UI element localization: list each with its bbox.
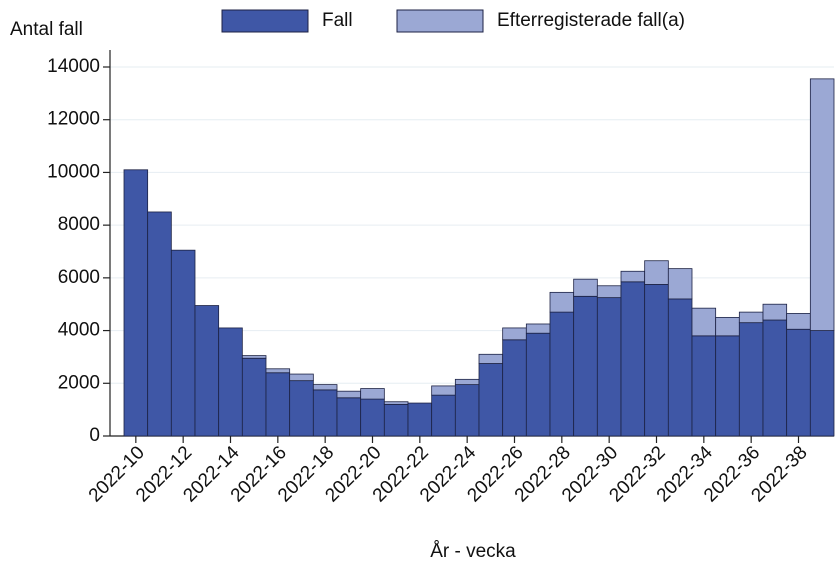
bar-segment [809,330,835,437]
bar-segment [265,372,291,437]
bar-segment [147,211,172,437]
bar-segment [454,384,480,437]
bar-segment [525,332,551,437]
bar-segment [360,388,385,400]
bar-segment [573,295,598,437]
x-axis-title: År - vecka [430,541,516,562]
bar-segment [312,389,338,437]
bar-segment [738,322,764,437]
bar-segment [289,380,314,437]
bar-segment [336,397,362,437]
bar-segment [786,328,811,437]
bar-segment [667,268,693,300]
bar-segment [620,281,646,437]
bar-segment [478,363,504,437]
y-tick-label: 4000 [58,320,100,341]
bar-segment [502,327,527,341]
bar-segment [431,385,456,396]
bar-segment [596,285,622,299]
bar-segment [194,305,220,437]
bar-segment [241,357,267,437]
y-tick-label: 12000 [47,109,100,130]
bar-segment [762,303,788,321]
bar-segment [573,278,598,297]
legend-swatch [221,9,309,33]
y-tick-label: 10000 [47,161,100,182]
y-tick-label: 2000 [58,372,100,393]
bar-segment [715,335,740,437]
bar-segment [265,368,291,374]
legend-swatch [396,9,484,33]
bar-segment [123,169,149,437]
y-tick-label: 14000 [47,56,100,77]
bar-segment [786,313,811,330]
bar-segment [454,378,480,386]
bar-segment [549,311,575,437]
y-tick-label: 8000 [58,214,100,235]
bar-segment [691,307,717,337]
bar-segment [383,403,409,437]
bar-segment [691,335,717,437]
legend-label: Fall [322,10,353,31]
bar-segment [383,401,409,405]
bar-segment [336,390,362,399]
bar-segment [431,394,456,437]
y-tick-label: 0 [89,425,100,446]
bar-segment [478,353,504,364]
bar-segment [809,78,835,331]
bar-segment [644,260,669,285]
bar-segment [620,270,646,283]
bar-segment [667,298,693,437]
bar-segment [360,398,385,437]
bar-segment [549,291,575,313]
bar-segment [644,284,669,437]
y-tick-label: 6000 [58,267,100,288]
bar-segment [596,297,622,437]
bar-segment [502,339,527,437]
legend-label: Efterregisterade fall(a) [497,10,685,31]
bar-segment [312,384,338,391]
bar-segment [170,249,196,437]
bar-segment [762,319,788,437]
y-axis-title: Antal fall [10,19,83,40]
bar-segment [715,316,740,337]
bar-segment [241,355,267,359]
bar-segment [738,311,764,324]
bar-segment [289,373,314,382]
bar-segment [218,327,243,437]
bar-segment [407,402,433,437]
bar-segment [525,323,551,334]
